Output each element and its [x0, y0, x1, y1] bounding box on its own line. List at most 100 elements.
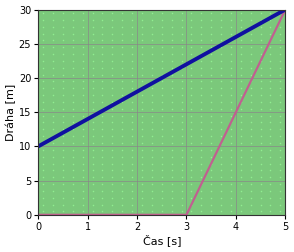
Point	[189, 79, 194, 83]
Point	[179, 120, 184, 124]
Point	[51, 79, 55, 83]
Point	[209, 100, 213, 104]
Point	[268, 134, 273, 138]
Point	[41, 32, 46, 36]
Point	[278, 182, 283, 186]
Point	[120, 11, 125, 15]
Point	[71, 45, 75, 49]
Point	[238, 141, 243, 145]
Point	[169, 168, 174, 172]
Point	[159, 209, 164, 213]
Point	[278, 155, 283, 159]
Point	[219, 52, 223, 56]
Point	[61, 175, 65, 179]
Point	[80, 148, 85, 152]
Point	[51, 86, 55, 90]
Point	[278, 162, 283, 166]
Point	[100, 11, 105, 15]
Point	[258, 203, 263, 207]
Point	[199, 127, 204, 131]
Point	[229, 155, 233, 159]
Point	[61, 100, 65, 104]
Point	[179, 196, 184, 200]
Point	[80, 18, 85, 22]
Point	[179, 73, 184, 77]
Point	[80, 127, 85, 131]
Point	[189, 11, 194, 15]
Point	[219, 203, 223, 207]
Point	[258, 86, 263, 90]
Point	[209, 45, 213, 49]
Point	[71, 189, 75, 193]
Point	[140, 182, 144, 186]
Point	[80, 79, 85, 83]
Point	[199, 209, 204, 213]
Point	[61, 182, 65, 186]
Point	[179, 66, 184, 70]
Point	[219, 32, 223, 36]
Point	[100, 59, 105, 63]
Point	[140, 86, 144, 90]
Point	[199, 155, 204, 159]
Point	[110, 148, 115, 152]
Point	[71, 134, 75, 138]
Point	[51, 155, 55, 159]
Point	[51, 127, 55, 131]
Point	[61, 203, 65, 207]
Point	[189, 73, 194, 77]
Point	[120, 45, 125, 49]
Point	[90, 66, 95, 70]
Point	[150, 127, 154, 131]
Point	[169, 175, 174, 179]
Point	[71, 182, 75, 186]
Point	[169, 93, 174, 97]
Point	[189, 134, 194, 138]
Point	[120, 196, 125, 200]
Point	[229, 107, 233, 111]
Point	[90, 107, 95, 111]
Point	[189, 203, 194, 207]
Point	[100, 32, 105, 36]
Point	[209, 11, 213, 15]
Point	[159, 45, 164, 49]
Point	[258, 134, 263, 138]
Point	[150, 59, 154, 63]
Point	[90, 120, 95, 124]
Point	[130, 73, 134, 77]
Point	[238, 162, 243, 166]
Point	[179, 189, 184, 193]
Point	[130, 182, 134, 186]
Point	[51, 175, 55, 179]
Point	[219, 148, 223, 152]
Point	[199, 134, 204, 138]
Point	[278, 45, 283, 49]
Point	[189, 59, 194, 63]
Point	[169, 189, 174, 193]
Point	[140, 189, 144, 193]
Point	[130, 203, 134, 207]
Point	[110, 209, 115, 213]
Point	[61, 11, 65, 15]
Point	[61, 93, 65, 97]
Point	[130, 114, 134, 118]
Point	[120, 52, 125, 56]
Point	[248, 182, 253, 186]
Point	[159, 120, 164, 124]
Point	[150, 162, 154, 166]
Point	[71, 86, 75, 90]
Point	[229, 148, 233, 152]
Point	[71, 209, 75, 213]
Point	[140, 52, 144, 56]
Point	[248, 45, 253, 49]
Point	[110, 134, 115, 138]
Point	[150, 100, 154, 104]
Point	[199, 73, 204, 77]
Point	[110, 114, 115, 118]
Point	[248, 134, 253, 138]
Point	[71, 100, 75, 104]
Point	[110, 168, 115, 172]
Point	[71, 11, 75, 15]
Point	[258, 18, 263, 22]
Point	[110, 182, 115, 186]
Point	[229, 141, 233, 145]
